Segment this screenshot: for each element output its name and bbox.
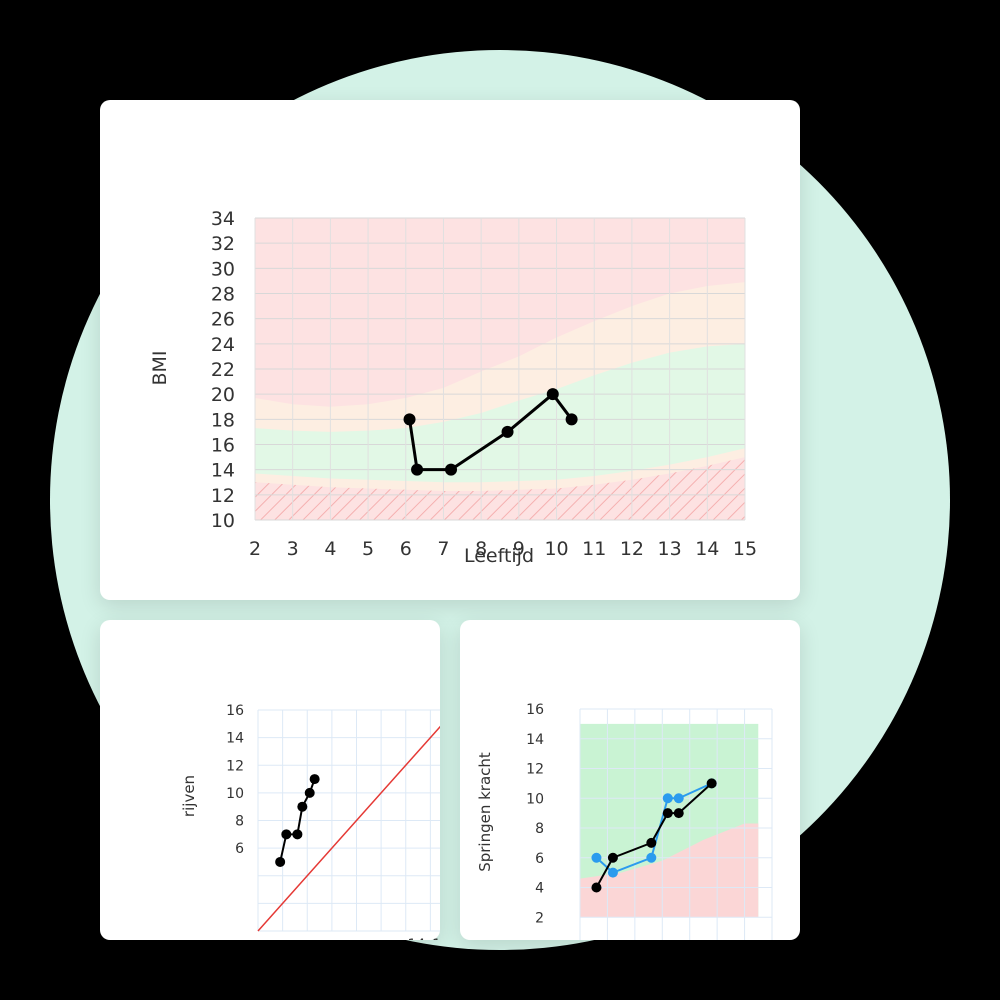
bmi-x-tick-label: 3 <box>287 538 299 560</box>
progress-x-tick-label: 16 <box>432 937 440 940</box>
bmi-y-tick-label: 12 <box>211 485 235 507</box>
bmi-y-tick-label: 20 <box>211 384 235 406</box>
bmi-y-tick-label: 24 <box>211 334 235 356</box>
jump-strength-chart-card: 2 4 6 8 10 12 14 16 Springen kracht <box>460 620 800 948</box>
progress-data-point <box>309 774 320 785</box>
bmi-x-tick-label: 11 <box>582 538 606 560</box>
progress-data-point <box>304 787 315 798</box>
bmi-data-point <box>411 463 424 476</box>
jump-data-point <box>646 852 657 863</box>
jump-data-point <box>706 778 717 789</box>
bmi-y-tick-label: 26 <box>211 309 235 331</box>
bmi-x-tick-label: 9 <box>513 538 525 560</box>
progress-data-point <box>297 801 308 812</box>
progress-y-axis-label: rijven <box>180 775 198 817</box>
progress-trend-line <box>257 709 456 932</box>
bmi-x-tick-label: 12 <box>620 538 644 560</box>
bmi-y-tick-label: 28 <box>211 284 235 306</box>
jump-y-tick-label: 8 <box>535 821 544 837</box>
progress-data-point <box>275 856 286 867</box>
bmi-x-tick-label: 10 <box>544 538 568 560</box>
bmi-x-tick-label: 8 <box>475 538 487 560</box>
bmi-x-tick-label: 4 <box>324 538 336 560</box>
bmi-x-tick-label: 6 <box>400 538 412 560</box>
jump-data-point <box>591 852 602 863</box>
bmi-y-tick-label: 14 <box>211 460 235 482</box>
jump-y-tick-label: 6 <box>535 851 544 867</box>
bmi-x-tick-label: 14 <box>695 538 719 560</box>
bmi-y-tick-label: 22 <box>211 359 235 381</box>
progress-y-tick-label: 12 <box>226 758 244 774</box>
bmi-y-tick-label: 18 <box>211 409 235 431</box>
progress-y-tick-label: 16 <box>226 703 244 719</box>
jump-data-point <box>662 808 673 819</box>
bmi-x-tick-label: 5 <box>362 538 374 560</box>
jump-data-point <box>673 808 684 819</box>
bmi-y-axis-label: BMI <box>149 350 171 385</box>
jump-y-tick-label: 4 <box>535 881 544 897</box>
progress-y-tick-label: 8 <box>235 814 244 830</box>
jump-y-axis-label: Springen kracht <box>476 752 494 872</box>
underweight-hatch <box>255 457 745 520</box>
progress-x-tick-label: 14 <box>407 937 425 940</box>
bmi-data-point <box>501 425 514 438</box>
progress-data-point <box>292 829 303 840</box>
jump-y-tick-label: 16 <box>526 702 544 718</box>
jump-data-point <box>662 793 673 804</box>
jump-y-tick-label: 14 <box>526 732 544 748</box>
bmi-chart-card: 10 12 14 16 18 20 22 24 26 28 30 32 34 2 3 4 5 6 7 8 9 10 11 12… <box>100 100 800 600</box>
jump-y-tick-label: 10 <box>526 791 544 807</box>
bmi-y-tick-label: 32 <box>211 233 235 255</box>
jump-data-point <box>591 882 602 893</box>
bmi-y-tick-label: 16 <box>211 435 235 457</box>
progress-y-tick-label: 6 <box>235 841 244 857</box>
progress-data-point <box>281 829 292 840</box>
progress-y-tick-label: 10 <box>226 786 244 802</box>
bmi-y-tick-label: 34 <box>211 208 235 230</box>
jump-data-point <box>646 837 657 848</box>
jump-data-point <box>673 793 684 804</box>
jump-y-tick-label: 12 <box>526 762 544 778</box>
bmi-x-tick-label: 7 <box>437 538 449 560</box>
bmi-y-tick-label: 30 <box>211 258 235 280</box>
bmi-data-point <box>546 388 559 401</box>
progress-chart: 6 8 10 12 14 16 14 16 rijven <box>180 703 456 953</box>
bmi-data-point <box>403 413 416 426</box>
jump-data-point <box>607 852 618 863</box>
bmi-x-tick-label: 15 <box>733 538 757 560</box>
bmi-x-tick-label: 13 <box>658 538 682 560</box>
jump-y-tick-label: 2 <box>535 910 544 926</box>
progress-chart-card: 6 8 10 12 14 16 14 16 rijven <box>100 620 456 953</box>
bmi-data-point <box>445 463 457 476</box>
bmi-data-point <box>565 413 578 426</box>
jump-data-point <box>607 867 618 878</box>
jump-red-band <box>580 823 759 918</box>
bmi-x-axis-label: Leeftijd <box>464 545 534 567</box>
jump-series-line-2 <box>595 782 713 888</box>
progress-y-tick-label: 14 <box>226 731 244 747</box>
bmi-x-tick-label: 2 <box>249 538 261 560</box>
bmi-y-tick-label: 10 <box>211 510 235 532</box>
jump-strength-chart: 2 4 6 8 10 12 14 16 Springen kracht <box>476 702 773 948</box>
